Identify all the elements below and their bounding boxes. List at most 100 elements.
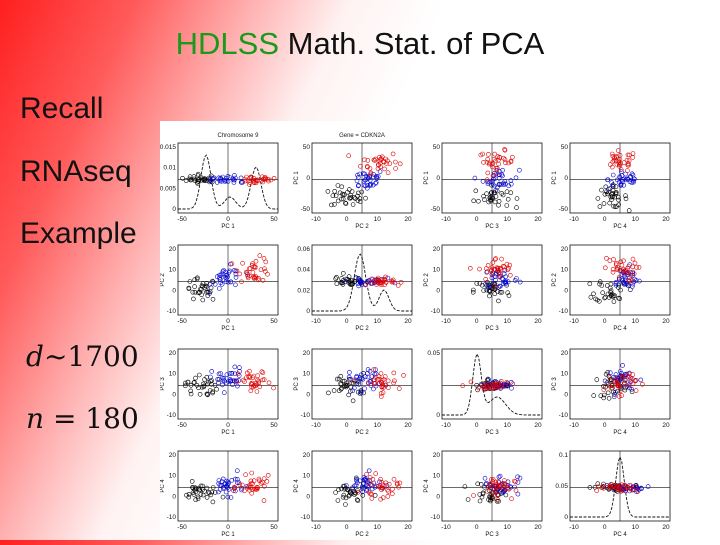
panel-r2c3-point xyxy=(506,293,512,298)
panel-r3c2-point xyxy=(348,389,353,394)
panel-r3c2-point xyxy=(358,389,364,395)
panel-r2c3-xtick: 0 xyxy=(475,318,479,325)
panel-r4c2-point xyxy=(360,481,366,487)
panel-r1c4-point xyxy=(599,187,604,193)
panel-r4c1-point xyxy=(197,487,202,493)
panel-r2c3-point xyxy=(484,269,490,274)
panel-r4c3-point xyxy=(492,493,497,498)
panel-r1c3-point xyxy=(514,196,520,201)
panel-r3c2-point xyxy=(371,386,376,392)
panel-r2c3-point xyxy=(494,265,500,270)
panel-r3c1-point xyxy=(247,368,252,374)
panel-r1c2-point xyxy=(363,195,368,201)
panel-r1c3-point xyxy=(499,191,505,196)
panel-r2c3-point xyxy=(490,260,496,265)
panel-r1c4-point xyxy=(608,194,614,200)
panel-r3c1-point xyxy=(232,371,238,377)
panel-r4c2-point xyxy=(386,481,392,487)
panel-r1c1-point xyxy=(202,178,207,184)
panel-r1c2-point xyxy=(383,156,388,162)
panel-r2c4-point xyxy=(620,280,626,285)
panel-r1c3-point xyxy=(495,184,500,190)
panel-r1c1-point xyxy=(207,176,213,182)
panel-r1c1-point xyxy=(242,176,248,182)
panel-r1c2-point xyxy=(393,159,398,165)
panel-r1c2-ytick: -50 xyxy=(301,206,311,213)
panel-r3c2-point xyxy=(391,370,397,376)
panel-r2c3-point xyxy=(470,287,476,293)
panel-r4c3-point xyxy=(485,489,490,494)
panel-r4c4-point xyxy=(645,484,651,489)
panel-r2c4-point xyxy=(626,278,632,283)
panel-r1c2-point xyxy=(333,193,339,198)
panel-r2c2-ytick: 0.04 xyxy=(297,267,310,274)
panel-r2c3-xlabel: PC 3 xyxy=(485,326,499,332)
panel-r1c3-point xyxy=(490,161,496,167)
panel-r3c1-point xyxy=(257,384,263,390)
panel-r4c1-point xyxy=(191,492,197,497)
panel-r3c2-point xyxy=(378,391,384,396)
panel-r4c3-point xyxy=(494,481,500,487)
panel-r4c2-point xyxy=(352,492,357,497)
panel-r2c1-point xyxy=(225,274,230,280)
panel-r1c3-point xyxy=(490,176,496,182)
panel-r3c1-point xyxy=(260,370,266,375)
panel-r1c3-point xyxy=(498,182,504,187)
panel-r3c1-point xyxy=(255,377,260,383)
panel-r1c4-point xyxy=(632,176,637,182)
panel-r3c2-point xyxy=(336,376,342,382)
scatterplot-matrix-svg: Chromosome 9 Gene = CDKN2A 0.015 0.01 0.005 0… xyxy=(160,133,671,538)
panel-r4c1-point xyxy=(225,494,231,500)
panel-r3c2-point xyxy=(339,385,344,391)
panel-r3c1-xlabel: PC 1 xyxy=(221,430,235,436)
panel-r2c1-xlabel: PC 1 xyxy=(221,326,235,332)
panel-r1c3-point xyxy=(492,183,497,189)
panel-r2c3-point xyxy=(491,286,497,292)
panel-r1c2-point xyxy=(375,166,381,172)
panel-r4c1-point xyxy=(216,478,222,483)
panel-r3c3-point xyxy=(504,380,510,385)
panel-r3c2-point xyxy=(350,388,355,394)
panel-r3c1-point xyxy=(202,377,207,382)
panel-r3c2-ytick: 10 xyxy=(303,371,311,378)
panel-r3c4-point xyxy=(617,388,623,394)
panel-r2c2-ytick: 0.02 xyxy=(297,287,310,294)
panel-r1c2-point xyxy=(384,161,389,166)
panel-r1c1-ytick: 0.01 xyxy=(163,165,176,172)
panel-r2c3-point xyxy=(507,262,513,268)
panel-r3c1-point xyxy=(188,391,194,397)
panel-r3c1-point xyxy=(182,380,188,386)
panel-r4c3-point xyxy=(500,489,506,495)
panel-r1c3-point xyxy=(486,199,492,205)
panel-r1c2-point xyxy=(355,193,360,199)
panel-r1c4-point xyxy=(630,155,636,160)
panel-r1c2-point xyxy=(374,174,379,180)
panel-r1c3-xtick: 0 xyxy=(475,216,479,223)
panel-r3c4-point xyxy=(611,394,617,400)
panel-r3c4-point xyxy=(605,390,611,396)
panel-r4c4-point xyxy=(595,481,601,487)
panel-r1c3-point xyxy=(489,179,495,184)
panel-r3c1-point xyxy=(229,371,235,376)
panel-r3c3-point xyxy=(481,381,487,387)
panel-r4c2-point xyxy=(361,475,367,480)
panel-r1c2-point xyxy=(349,189,355,194)
panel-r3c1-point xyxy=(208,374,213,380)
panel-r1c1-point xyxy=(225,174,231,179)
panel-r4c2-point xyxy=(394,481,400,487)
panel-r4c2-point xyxy=(360,489,365,495)
panel-r1c4-point xyxy=(616,197,621,203)
panel-r4c3-point xyxy=(513,488,519,493)
panel-r3c4-point xyxy=(613,377,619,382)
panel-r1c1-point xyxy=(198,174,204,180)
panel-r2c4-point xyxy=(591,291,596,297)
panel-r3c4-point xyxy=(606,395,612,401)
panel-r4c1-point xyxy=(231,486,237,491)
panel-r4c3-point xyxy=(462,484,468,489)
panel-r1c3-point xyxy=(485,170,491,176)
panel-r4c2-point xyxy=(364,478,369,483)
panel-r4c4-ytick: 0.05 xyxy=(555,483,568,490)
panel-r2c1-point xyxy=(207,291,212,296)
panel-r3c4-point xyxy=(627,385,632,391)
panel-r4c1-point xyxy=(193,497,199,503)
